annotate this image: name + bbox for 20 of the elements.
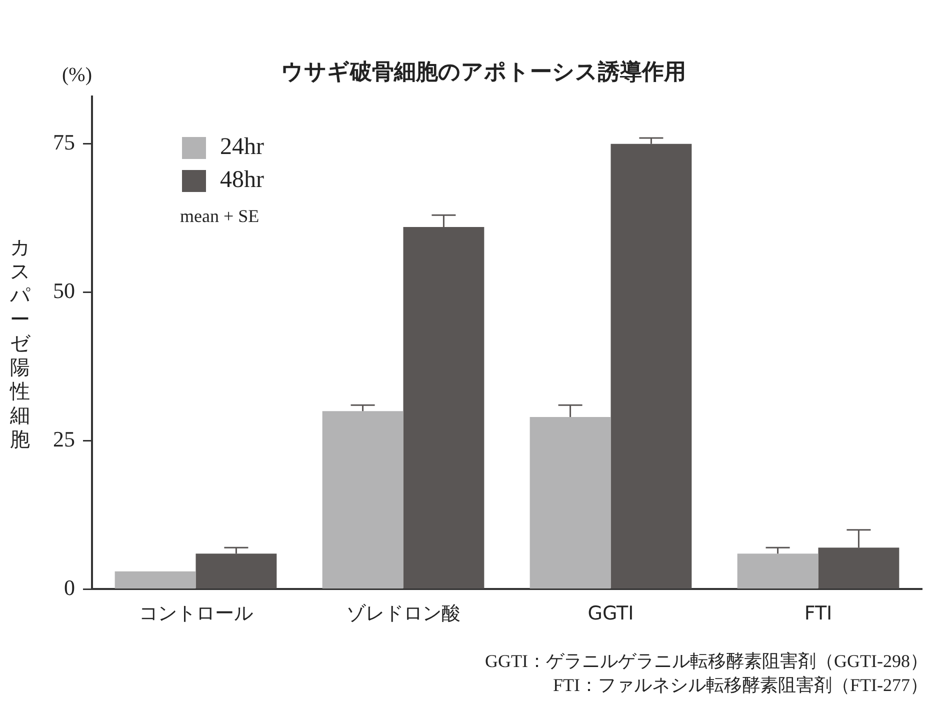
x-tick-label: コントロール	[138, 602, 253, 625]
y-tick-label: 75	[53, 130, 75, 155]
y-tick-label: 50	[53, 278, 75, 304]
bar	[530, 417, 611, 588]
text: カスパーゼ陽性細胞	[10, 234, 30, 451]
y-tick-label: 0	[64, 574, 75, 600]
x-tick-label: GGTI	[588, 602, 634, 625]
legend-label: 48hr	[220, 167, 264, 194]
bar	[114, 571, 196, 588]
y-tick-label: 25	[53, 426, 75, 452]
x-tick-label: ゾレドロン酸	[346, 602, 460, 625]
annotation: mean + SE	[180, 206, 260, 228]
text: (%)	[62, 64, 92, 88]
x-tick-label: FTI	[804, 602, 832, 625]
chart-title: ウサギ破骨細胞のアポトーシス誘導作用	[281, 58, 686, 85]
legend-label: 24hr	[220, 134, 264, 162]
text: FTI：ファルネシル転移酵素阻害剤（FTI-277）	[553, 674, 928, 698]
text: GGTI：ゲラニルゲラニル転移酵素阻害剤（GGTI-298）	[485, 650, 928, 674]
bar	[322, 411, 404, 588]
bar	[737, 554, 818, 588]
